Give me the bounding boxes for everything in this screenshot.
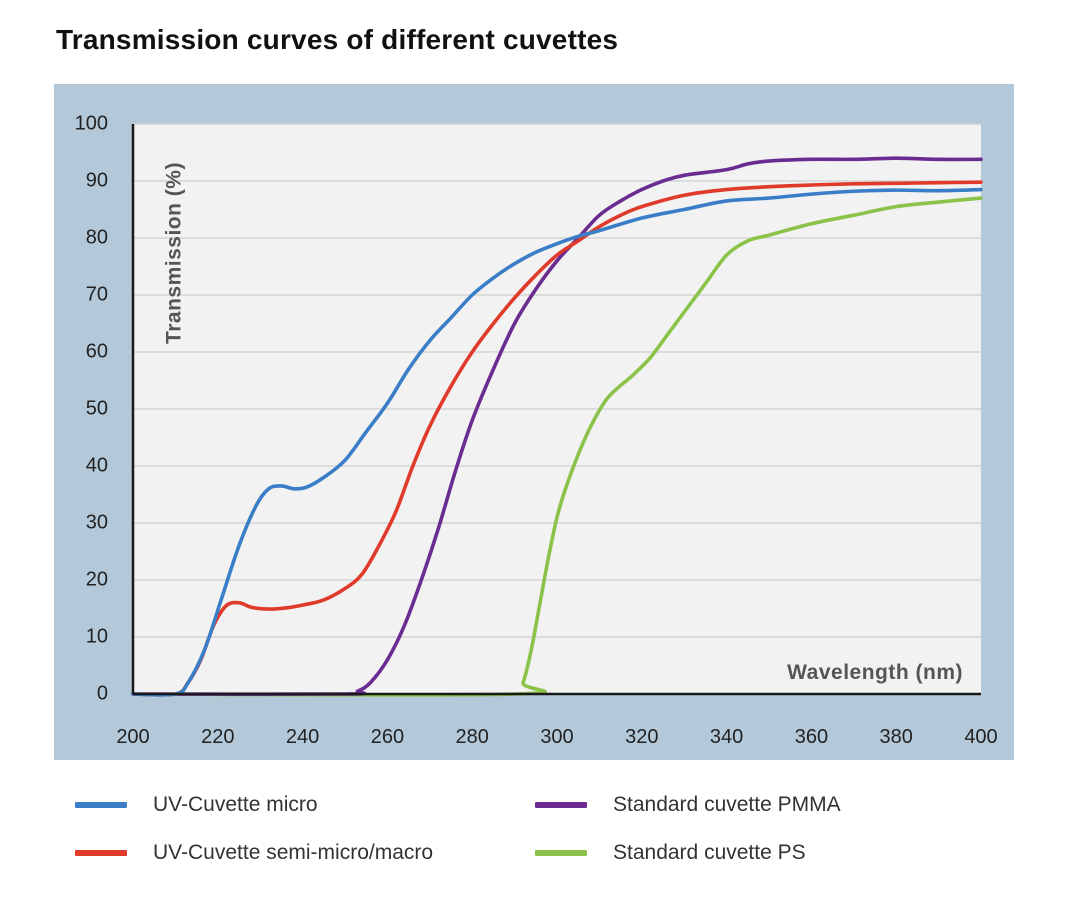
x-tick-label: 260 [371, 726, 404, 748]
series-line-uv-cuvette-semi-micro-macro [131, 180, 983, 697]
x-tick-label: 240 [286, 726, 319, 748]
x-tick-label: 380 [880, 726, 913, 748]
y-tick-label: 60 [86, 340, 108, 362]
legend-label: UV-Cuvette micro [153, 793, 318, 816]
gridlines [133, 123, 981, 638]
x-tick-labels: 200 220 240 260 280 300 320 340 360 380 400 [116, 726, 997, 748]
x-tick-label: 280 [456, 726, 489, 748]
x-tick-label: 360 [795, 726, 828, 748]
y-tick-label: 20 [86, 568, 108, 590]
legend-swatch [535, 802, 587, 808]
y-tick-label: 100 [75, 112, 108, 134]
x-tick-label: 320 [625, 726, 658, 748]
y-tick-label: 30 [86, 511, 108, 533]
x-axis-label: Wavelength (nm) [787, 661, 963, 684]
x-tick-label: 340 [710, 726, 743, 748]
legend-label: Standard cuvette PS [613, 841, 806, 864]
y-tick-label: 0 [97, 682, 108, 704]
series-line-standard-cuvette-pmma [131, 156, 983, 697]
legend-item-uv-cuvette-semi-micro-macro: UV-Cuvette semi-micro/macro [75, 838, 433, 868]
y-tick-label: 50 [86, 397, 108, 419]
y-tick-labels: 0 10 20 30 40 50 60 70 80 90 100 [75, 112, 108, 704]
legend-label: UV-Cuvette semi-micro/macro [153, 841, 434, 864]
x-tick-label: 300 [540, 726, 573, 748]
y-tick-label: 90 [86, 169, 108, 191]
y-tick-label: 80 [86, 226, 108, 248]
x-tick-label: 220 [201, 726, 234, 748]
legend-swatch [535, 850, 587, 856]
legend-item-standard-cuvette-pmma: Standard cuvette PMMA [535, 790, 841, 820]
legend-item-standard-cuvette-ps: Standard cuvette PS [535, 838, 806, 868]
series-line-standard-cuvette-ps [131, 196, 983, 697]
legend-item-uv-cuvette-micro: UV-Cuvette micro [75, 790, 318, 820]
y-tick-label: 40 [86, 454, 108, 476]
legend-swatch [75, 802, 127, 808]
y-axis-label: Transmission (%) [163, 162, 186, 344]
legend-swatch [75, 850, 127, 856]
x-tick-label: 200 [116, 726, 149, 748]
y-tick-label: 70 [86, 283, 108, 305]
series-line-uv-cuvette-micro [131, 187, 983, 697]
chart-title: Transmission curves of different cuvette… [56, 24, 619, 55]
y-tick-label: 10 [86, 625, 108, 647]
legend-label: Standard cuvette PMMA [613, 793, 841, 816]
series-lines [131, 156, 983, 697]
x-tick-label: 400 [964, 726, 997, 748]
